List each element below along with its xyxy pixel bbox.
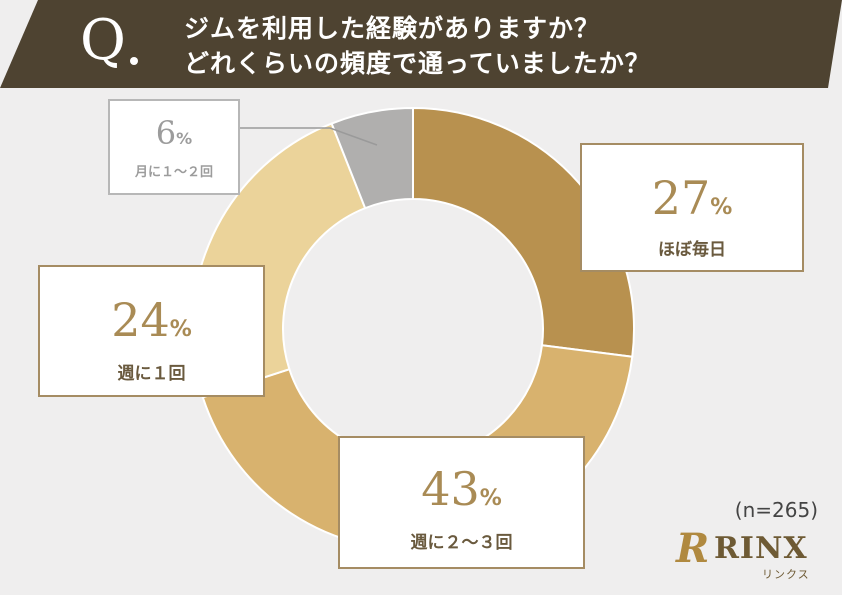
pct-weekly: 24 xyxy=(111,293,170,347)
label-box-monthly: 6% 月に１～２回 xyxy=(108,99,240,195)
pct-unit-daily: % xyxy=(710,195,733,220)
q-dot xyxy=(130,57,138,65)
cat-2-3-per-week: 週に２～３回 xyxy=(410,533,513,553)
pct-unit-2-3-per-week: % xyxy=(479,486,502,511)
label-box-weekly: 24% 週に１回 xyxy=(38,265,265,397)
leader-line-monthly xyxy=(240,127,378,146)
cat-monthly: 月に１～２回 xyxy=(134,165,213,180)
cat-weekly: 週に１回 xyxy=(117,364,186,384)
pct-daily: 27 xyxy=(651,171,711,225)
logo-mark: R xyxy=(676,525,710,572)
pct-2-3-per-week: 43 xyxy=(421,462,480,516)
logo-kana: リンクス xyxy=(762,568,810,581)
pct-unit-weekly: % xyxy=(169,317,192,342)
question-line-1: ジムを利用した経験がありますか？ xyxy=(184,14,601,43)
slice-daily xyxy=(412,106,635,358)
question-banner: Q ジムを利用した経験がありますか？ どれくらいの頻度で通っていましたか？ xyxy=(0,0,842,88)
pct-unit-monthly: % xyxy=(176,129,193,148)
sample-size: (n=265) xyxy=(734,498,818,522)
q-mark: Q xyxy=(80,8,126,73)
label-box-2-3-per-week: 43% 週に２～３回 xyxy=(338,436,585,569)
logo-text: RINX xyxy=(714,531,808,566)
cat-daily: ほぼ毎日 xyxy=(658,240,726,260)
brand-logo: R RINX リンクス xyxy=(676,525,822,582)
slice-monthly xyxy=(330,106,414,210)
label-box-daily: 27% ほぼ毎日 xyxy=(580,143,804,272)
banner-shape xyxy=(0,0,842,88)
question-line-2: どれくらいの頻度で通っていましたか？ xyxy=(184,49,651,78)
pct-monthly: 6 xyxy=(155,114,177,152)
